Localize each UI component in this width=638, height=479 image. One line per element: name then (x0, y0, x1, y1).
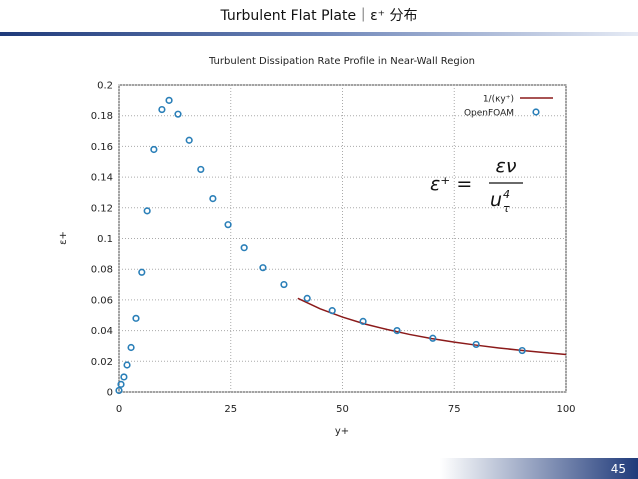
y-tick-label: 0.08 (91, 265, 113, 276)
x-tick-label: 100 (556, 404, 575, 415)
point (429, 334, 437, 342)
point (115, 386, 123, 395)
point (328, 307, 336, 315)
legend-label: 1/(κy⁺) (483, 95, 514, 105)
x-tick-label: 75 (448, 404, 461, 415)
point (185, 136, 193, 144)
point (127, 343, 135, 352)
x-tick-label: 25 (224, 404, 237, 415)
y-tick-label: 0.04 (91, 326, 113, 337)
x-tick-label: 0 (116, 404, 122, 415)
point (259, 264, 267, 272)
point (165, 96, 173, 104)
y-tick-label: 0 (107, 388, 113, 399)
point (117, 380, 125, 388)
point (150, 145, 158, 154)
formula-denominator: u (490, 189, 502, 211)
point (143, 207, 151, 215)
point (138, 268, 146, 276)
point (240, 244, 248, 252)
point (393, 327, 401, 335)
legend-swatch (532, 108, 540, 116)
formula: ε⁺ = εν u 4 τ (430, 155, 523, 215)
y-tick-label: 0.06 (91, 295, 113, 306)
formula-sup: 4 (503, 188, 510, 201)
point (280, 280, 288, 289)
point (359, 317, 367, 325)
y-tick-label: 0.1 (97, 234, 113, 245)
slide-title: Turbulent Flat Plate｜ε⁺ 分布 (219, 8, 417, 24)
footer-bar (440, 458, 638, 479)
y-tick-label: 0.14 (91, 173, 113, 184)
formula-sub: τ (503, 202, 510, 215)
x-axis-label: y+ (335, 426, 349, 437)
legend-label: OpenFOAM (464, 109, 514, 119)
point (197, 165, 205, 174)
point (224, 221, 232, 229)
point (120, 373, 128, 381)
point (209, 194, 217, 203)
point (158, 105, 166, 114)
curve (297, 297, 567, 356)
page-number: 45 (611, 462, 626, 476)
chart-title: Turbulent Dissipation Rate Profile in Ne… (208, 56, 475, 67)
y-tick-label: 0.12 (91, 203, 113, 214)
y-tick-label: 0.16 (91, 142, 113, 153)
point (472, 340, 480, 349)
point (123, 361, 131, 369)
y-tick-label: 0.02 (91, 357, 113, 368)
y-tick-label: 0.18 (91, 111, 113, 122)
formula-lhs: ε⁺ = (430, 173, 472, 195)
formula-numerator: εν (496, 155, 517, 177)
header-bar (0, 32, 638, 36)
x-tick-label: 50 (336, 404, 349, 415)
y-axis-label: ε+ (58, 231, 69, 245)
point (132, 314, 140, 322)
point (303, 294, 311, 302)
point (174, 110, 182, 118)
y-tick-label: 0.2 (97, 81, 113, 92)
point (518, 346, 526, 355)
